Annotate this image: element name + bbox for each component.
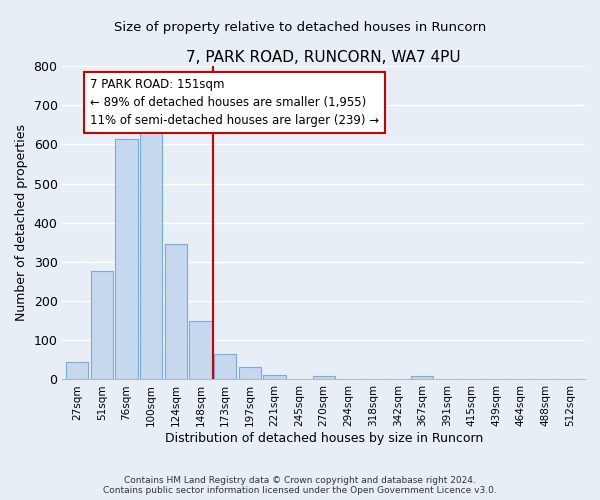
Y-axis label: Number of detached properties: Number of detached properties <box>15 124 28 322</box>
Text: Size of property relative to detached houses in Runcorn: Size of property relative to detached ho… <box>114 21 486 34</box>
Title: 7, PARK ROAD, RUNCORN, WA7 4PU: 7, PARK ROAD, RUNCORN, WA7 4PU <box>187 50 461 65</box>
Bar <box>165 244 187 380</box>
Text: 7 PARK ROAD: 151sqm
← 89% of detached houses are smaller (1,955)
11% of semi-det: 7 PARK ROAD: 151sqm ← 89% of detached ho… <box>89 78 379 127</box>
X-axis label: Distribution of detached houses by size in Runcorn: Distribution of detached houses by size … <box>164 432 483 445</box>
Bar <box>115 139 137 380</box>
Bar <box>91 270 113 380</box>
Text: Contains HM Land Registry data © Crown copyright and database right 2024.
Contai: Contains HM Land Registry data © Crown c… <box>103 476 497 495</box>
Bar <box>313 376 335 380</box>
Bar <box>263 375 286 380</box>
Bar <box>140 120 162 380</box>
Bar <box>66 362 88 380</box>
Bar <box>190 322 212 380</box>
Bar <box>239 368 261 380</box>
Bar <box>411 376 433 380</box>
Bar <box>214 354 236 380</box>
